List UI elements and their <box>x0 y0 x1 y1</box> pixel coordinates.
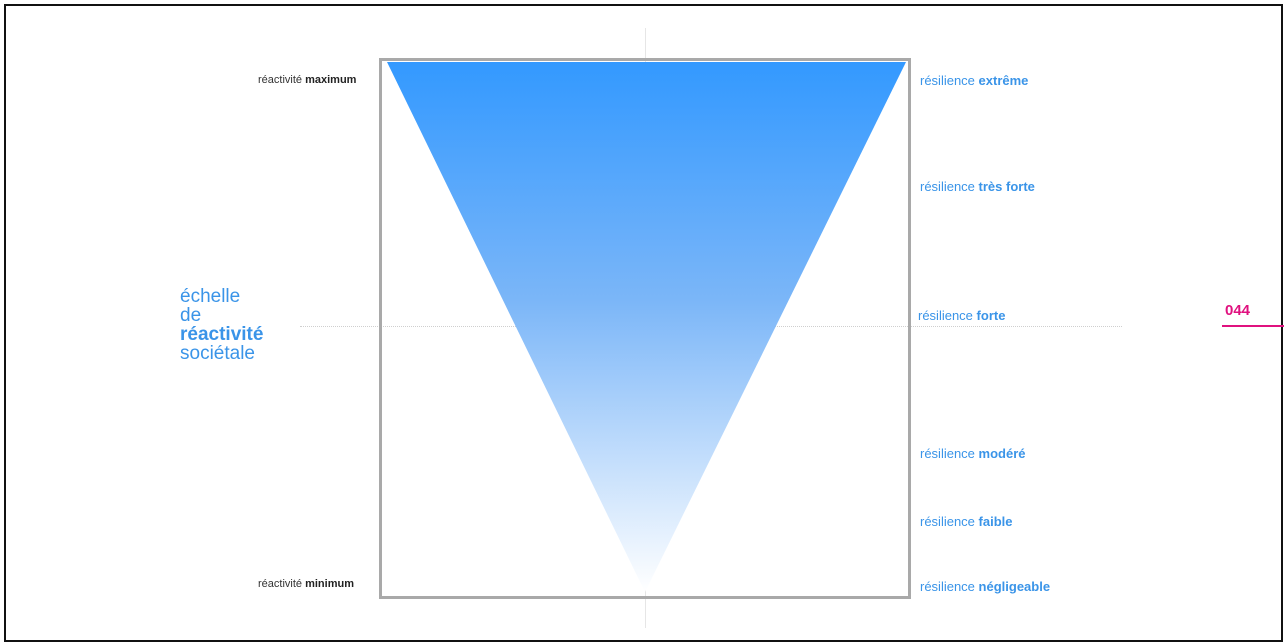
reactivity-max-label: réactivité maximum <box>258 74 357 86</box>
reactivity-min-label: réactivité minimum <box>258 578 354 590</box>
scale-title-line3: réactivité <box>180 324 264 345</box>
page-number-underline <box>1222 325 1284 327</box>
scale-box <box>379 58 911 599</box>
resilience-label-strong: résilience forte <box>918 308 1006 323</box>
resilience-label-weak: résilience faible <box>920 514 1013 529</box>
resilience-label-extreme: résilience extrême <box>920 73 1029 88</box>
scale-title: échelle de réactivité sociétale <box>180 287 263 363</box>
scale-title-line4: sociétale <box>180 343 255 364</box>
page-number: 044 <box>1225 302 1251 319</box>
resilience-label-negligible: résilience négligeable <box>920 579 1051 594</box>
scale-title-line2: de <box>180 305 202 326</box>
resilience-label-moderate: résilience modéré <box>920 446 1026 461</box>
page-frame <box>4 4 1283 642</box>
resilience-label-very-strong: résilience très forte <box>920 179 1035 194</box>
scale-title-line1: échelle <box>180 286 241 307</box>
